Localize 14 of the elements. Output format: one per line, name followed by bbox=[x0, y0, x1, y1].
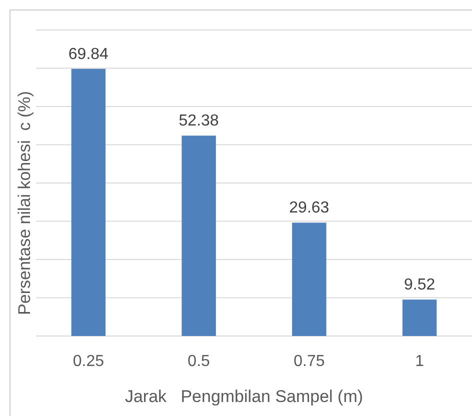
y-axis-title: Persentase nilai kohesi c (%) bbox=[15, 91, 34, 315]
x-tick-label: 0.75 bbox=[294, 353, 325, 370]
bar bbox=[402, 300, 437, 336]
bar bbox=[182, 136, 216, 336]
x-axis-title: Jarak Pengmbilan Sampel (m) bbox=[124, 387, 364, 406]
x-tick-label: 0.25 bbox=[72, 353, 104, 370]
data-label: 29.63 bbox=[289, 200, 330, 217]
x-tick-label: 0.5 bbox=[188, 353, 210, 370]
x-tick-label: 1 bbox=[415, 353, 424, 370]
data-label: 9.52 bbox=[404, 276, 436, 294]
bar bbox=[71, 68, 106, 336]
bar bbox=[292, 222, 326, 336]
data-label: 69.84 bbox=[68, 46, 109, 63]
data-label: 52.38 bbox=[178, 112, 219, 130]
